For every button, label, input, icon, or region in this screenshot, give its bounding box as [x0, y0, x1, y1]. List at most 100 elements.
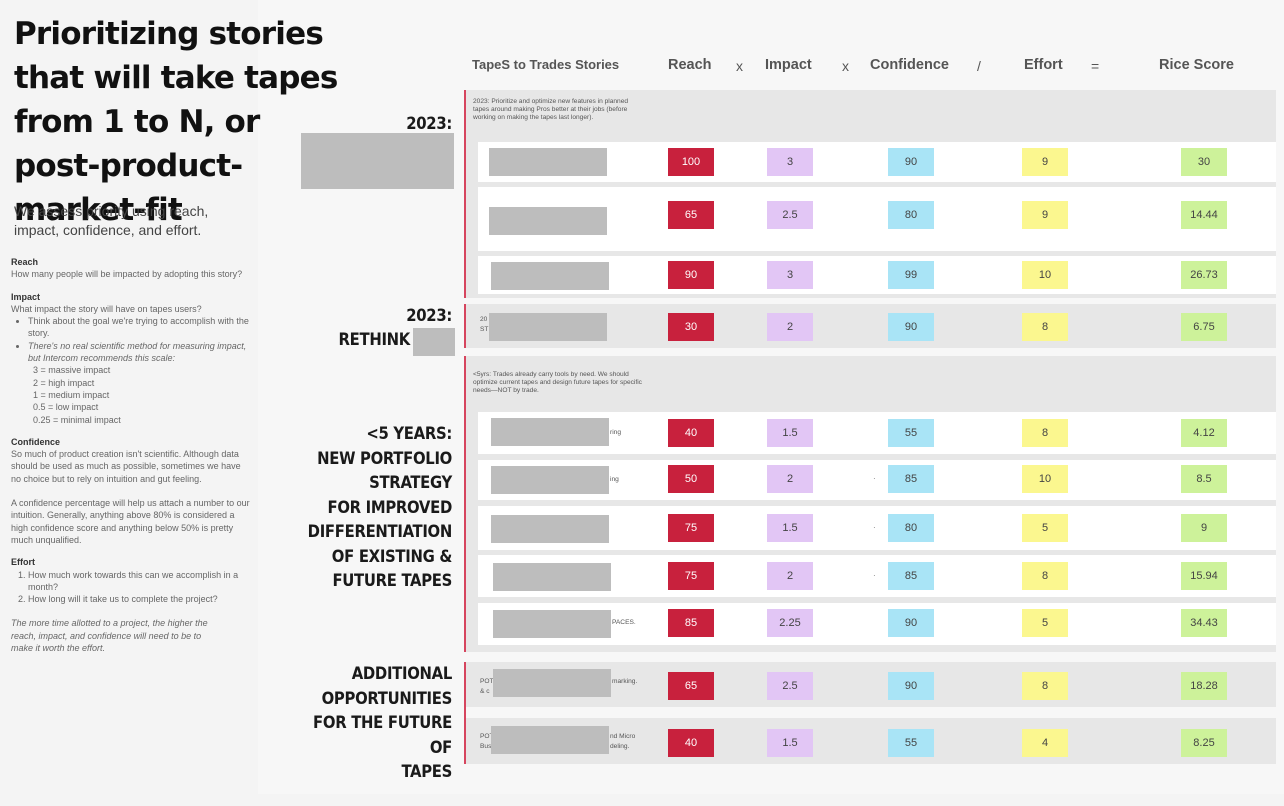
- page-title: Prioritizing stories that will take tape…: [14, 16, 338, 228]
- redacted-story: [493, 610, 611, 638]
- redacted-story: [491, 418, 609, 446]
- definitions-panel: Reach How many people will be impacted b…: [11, 256, 253, 664]
- stray-dot: ·: [873, 474, 876, 483]
- impact-score: 1.5: [767, 419, 813, 447]
- effort-item: How long will it take us to complete the…: [28, 593, 253, 605]
- confidence-score: 90: [888, 313, 934, 341]
- rice-score: 30: [1181, 148, 1227, 176]
- redacted-story: [489, 148, 607, 176]
- multiply-operator: x: [736, 58, 743, 74]
- story-row: [478, 460, 1276, 500]
- section-rethink-label: RETHINK: [338, 330, 411, 349]
- effort-score: 8: [1022, 672, 1068, 700]
- label-line: FOR IMPROVED: [327, 497, 453, 517]
- effort-closing: The more time allotted to a project, the…: [11, 618, 208, 654]
- effort-column-header: Effort: [1024, 57, 1063, 73]
- rice-score: 15.94: [1181, 562, 1227, 590]
- effort-item: How much work towards this can we accomp…: [28, 569, 253, 594]
- impact-score: 1.5: [767, 729, 813, 757]
- reach-score: 85: [668, 609, 714, 637]
- confidence-heading: Confidence: [11, 436, 61, 447]
- rice-score: 6.75: [1181, 313, 1227, 341]
- impact-score: 2.25: [767, 609, 813, 637]
- stray-dot: ·: [873, 523, 876, 532]
- impact-bullet-text: There's no real scientific method for me…: [28, 340, 247, 364]
- impact-score: 2: [767, 313, 813, 341]
- reach-column-header: Reach: [668, 57, 712, 73]
- effort-score: 9: [1022, 201, 1068, 229]
- confidence-score: 80: [888, 514, 934, 542]
- reach-score: 65: [668, 672, 714, 700]
- story-text-fragment: & c: [480, 688, 490, 695]
- effort-score: 5: [1022, 609, 1068, 637]
- label-line: NEW PORTFOLIO: [317, 448, 452, 468]
- redacted-story: [491, 515, 609, 543]
- story-row: [478, 555, 1276, 597]
- story-row: [478, 603, 1276, 645]
- confidence-score: 85: [888, 465, 934, 493]
- story-row: [478, 506, 1276, 550]
- confidence-score: 80: [888, 201, 934, 229]
- story-text-fragment: ST: [480, 326, 489, 333]
- confidence-score: 90: [888, 148, 934, 176]
- intro-text: We assess priority using reach, impact, …: [14, 203, 209, 238]
- label-line: FOR THE FUTURE OF: [313, 713, 452, 757]
- label-line: ADDITIONAL: [351, 664, 453, 683]
- impact-bullet: Think about the goal we're trying to acc…: [28, 315, 253, 340]
- effort-score: 10: [1022, 465, 1068, 493]
- redacted-story: [489, 207, 607, 235]
- story-row: [478, 256, 1276, 294]
- impact-column-header: Impact: [765, 57, 812, 73]
- reach-score: 40: [668, 729, 714, 757]
- redacted-story: [489, 313, 607, 341]
- stray-dot: ·: [873, 571, 876, 580]
- label-line: DIFFERENTIATION: [307, 522, 453, 541]
- story-text-fragment: POT: [480, 733, 494, 740]
- effort-score: 9: [1022, 148, 1068, 176]
- story-row: [478, 412, 1276, 454]
- scale-item: 3 = massive impact: [33, 365, 111, 376]
- rice-score: 18.28: [1181, 672, 1227, 700]
- reach-score: 75: [668, 562, 714, 590]
- confidence-text-2: A confidence percentage will help us att…: [11, 498, 250, 545]
- scale-item: 2 = high impact: [33, 377, 95, 388]
- redacted-label: [301, 133, 454, 189]
- reach-score: 65: [668, 201, 714, 229]
- reach-score: 50: [668, 465, 714, 493]
- label-line: TAPES: [401, 762, 452, 781]
- section-divider-line: [464, 662, 466, 764]
- story-text-fragment: ring: [610, 429, 621, 436]
- confidence-score: 90: [888, 609, 934, 637]
- impact-score: 2.5: [767, 672, 813, 700]
- confidence-column-header: Confidence: [870, 57, 949, 73]
- effort-score: 4: [1022, 729, 1068, 757]
- section-2023-label: 2023:: [406, 114, 452, 133]
- label-line: OPPORTUNITIES: [321, 688, 453, 708]
- label-line: <5 YEARS:: [366, 424, 452, 443]
- story-text-fragment: POT: [480, 678, 494, 685]
- scale-item: 1 = medium impact: [33, 389, 110, 400]
- story-text-fragment: ing: [610, 476, 619, 483]
- impact-score: 2: [767, 562, 813, 590]
- divide-operator: /: [977, 58, 981, 74]
- story-text-fragment: nd Micro: [610, 733, 636, 740]
- redacted-story: [491, 466, 609, 494]
- confidence-text: So much of product creation isn't scient…: [11, 449, 241, 484]
- reach-score: 75: [668, 514, 714, 542]
- impact-score: 1.5: [767, 514, 813, 542]
- confidence-score: 55: [888, 729, 934, 757]
- section-2023-note: 2023: Prioritize and optimize new featur…: [473, 98, 629, 122]
- confidence-score: 55: [888, 419, 934, 447]
- confidence-score: 90: [888, 672, 934, 700]
- effort-score: 8: [1022, 562, 1068, 590]
- impact-score: 2.5: [767, 201, 813, 229]
- story-row: [478, 187, 1276, 251]
- impact-score: 2: [767, 465, 813, 493]
- effort-score: 5: [1022, 514, 1068, 542]
- impact-heading: Impact: [11, 291, 41, 302]
- effort-score: 8: [1022, 313, 1068, 341]
- rice-score: 26.73: [1181, 261, 1227, 289]
- section-rethink-year-label: 2023:: [406, 306, 452, 325]
- story-text-fragment: marking.: [612, 678, 638, 685]
- story-text-fragment: PACES.: [612, 619, 636, 626]
